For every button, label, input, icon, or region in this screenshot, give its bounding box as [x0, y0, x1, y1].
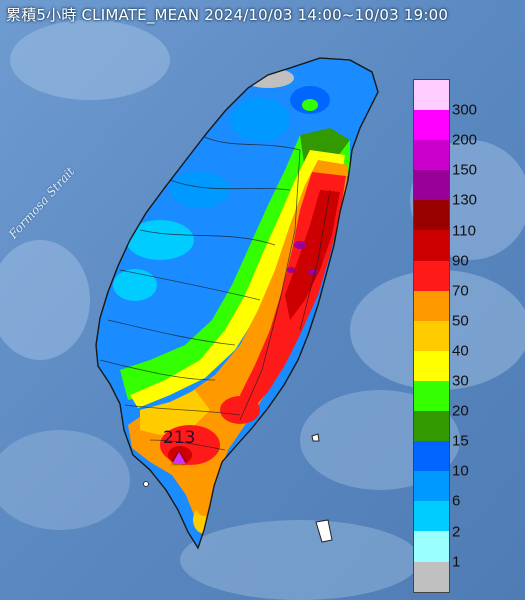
legend-swatch — [414, 531, 449, 562]
legend-label: 15 — [452, 432, 469, 450]
legend-swatch — [414, 200, 449, 231]
legend-swatch — [414, 380, 449, 412]
legend-swatch — [414, 260, 449, 291]
legend-swatch — [414, 411, 449, 442]
legend-label: 90 — [452, 252, 469, 270]
legend-swatch — [414, 320, 449, 351]
legend-label: 150 — [452, 161, 478, 179]
legend-label: 50 — [452, 312, 469, 330]
legend-swatch — [414, 501, 449, 532]
legend-swatch — [414, 140, 449, 171]
legend-label: 130 — [452, 191, 478, 209]
legend-label: 200 — [452, 131, 478, 149]
small-island — [143, 481, 149, 487]
legend-swatch — [414, 290, 449, 321]
legend-label: 300 — [452, 101, 478, 119]
color-legend — [413, 79, 450, 593]
legend-label: 70 — [452, 282, 469, 300]
small-island — [315, 519, 333, 543]
legend-swatch — [414, 471, 449, 502]
legend-swatch — [414, 80, 449, 111]
rainfall-shading — [113, 68, 350, 534]
map-title: 累積5小時 CLIMATE_MEAN 2024/10/03 14:00~10/0… — [6, 6, 449, 24]
legend-swatch — [414, 350, 449, 381]
legend-label: 2 — [452, 523, 461, 540]
peak-rainfall-value: 213 — [163, 428, 196, 448]
county-borders — [99, 134, 331, 451]
legend-label: 20 — [452, 402, 469, 420]
legend-swatch — [414, 561, 449, 592]
legend-label: 40 — [452, 342, 469, 360]
legend-swatch — [414, 441, 449, 472]
legend-label: 6 — [452, 492, 461, 510]
legend-label: 110 — [452, 222, 476, 239]
legend-swatch — [414, 230, 449, 261]
legend-label: 1 — [452, 553, 461, 571]
legend-swatch — [414, 110, 449, 141]
legend-swatch — [414, 170, 449, 201]
small-island — [311, 433, 320, 442]
triangle-icon — [172, 452, 186, 464]
legend-label: 10 — [452, 462, 469, 480]
legend-label: 30 — [452, 372, 469, 390]
